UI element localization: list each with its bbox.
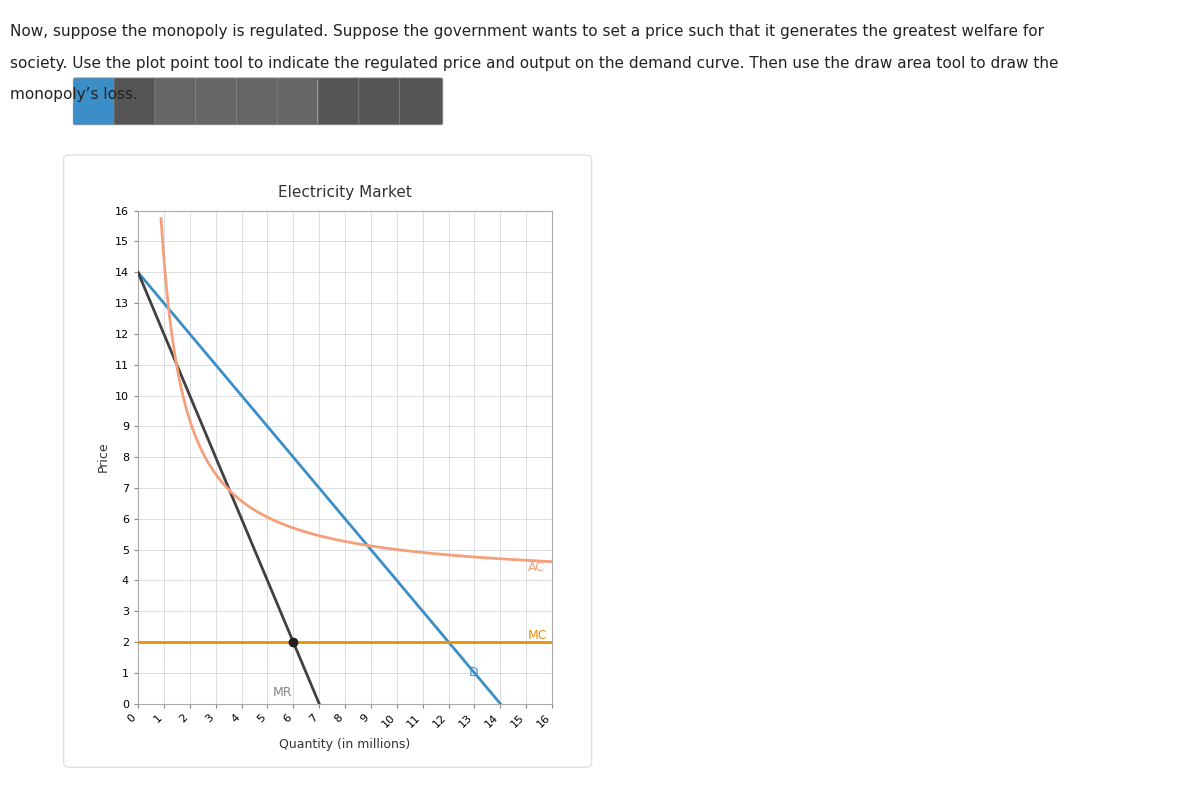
Text: AC: AC: [528, 561, 545, 574]
Text: Now, suppose the monopoly is regulated. Suppose the government wants to set a pr: Now, suppose the monopoly is regulated. …: [10, 24, 1044, 39]
Text: D: D: [469, 666, 479, 679]
X-axis label: Quantity (in millions): Quantity (in millions): [280, 738, 410, 751]
Text: monopoly’s loss.: monopoly’s loss.: [10, 87, 138, 103]
Text: MR: MR: [272, 686, 292, 699]
Text: society. Use the plot point tool to indicate the regulated price and output on t: society. Use the plot point tool to indi…: [10, 56, 1058, 71]
Text: MC: MC: [528, 629, 547, 642]
Y-axis label: Price: Price: [96, 442, 109, 472]
Title: Electricity Market: Electricity Market: [278, 184, 412, 200]
